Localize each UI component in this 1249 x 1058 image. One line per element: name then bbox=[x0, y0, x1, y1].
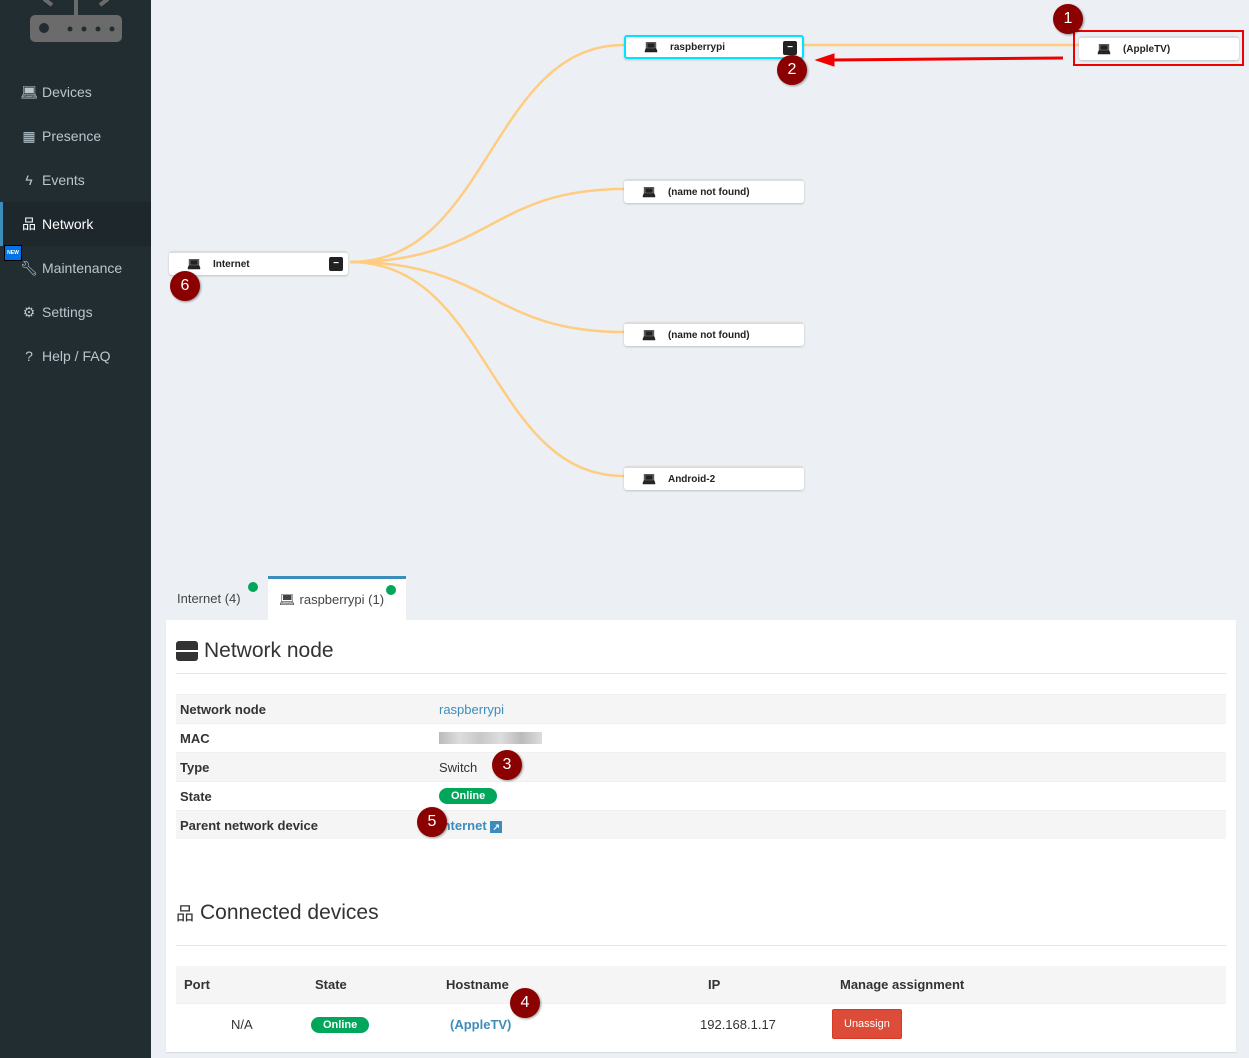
node-link[interactable]: raspberrypi bbox=[439, 701, 505, 717]
laptop-icon: 💻︎ bbox=[642, 186, 656, 199]
status-dot bbox=[248, 582, 258, 592]
sitemap-icon: 品 bbox=[22, 216, 36, 232]
unassign-button[interactable]: Unassign bbox=[832, 1009, 902, 1039]
link-internet-node2 bbox=[349, 187, 625, 264]
annotation-marker: 5 bbox=[417, 807, 447, 837]
table-row: N/A Online (AppleTV) 192.168.1.17 Unassi… bbox=[176, 1004, 1226, 1044]
new-badge: NEW bbox=[4, 245, 22, 261]
table-row: Parent network device Internet ↗ bbox=[176, 810, 1226, 839]
node-details-table: Network node raspberrypi MAC Type Switch S… bbox=[176, 694, 1226, 839]
connected-devices-heading: 品 Connected devices bbox=[176, 901, 379, 924]
status-dot bbox=[386, 585, 396, 595]
status-badge: Online bbox=[439, 788, 498, 804]
sidebar-item-network[interactable]: 品 Network bbox=[0, 202, 151, 246]
sitemap-icon: 品 bbox=[176, 904, 194, 924]
collapse-button[interactable]: − bbox=[783, 41, 797, 55]
annotation-marker: 3 bbox=[492, 750, 522, 780]
connected-devices-table: Port State Hostname IP Manage assignment… bbox=[176, 966, 1226, 1044]
server-icon bbox=[176, 641, 198, 661]
link-internet-raspberrypi bbox=[349, 43, 625, 264]
external-link-icon: ↗ bbox=[490, 820, 503, 833]
network-node-heading: Network node bbox=[176, 639, 334, 663]
laptop-icon: 💻︎ bbox=[187, 258, 201, 271]
link-internet-android bbox=[349, 260, 625, 478]
parent-device-link[interactable]: Internet ↗ bbox=[439, 818, 503, 833]
router-logo-icon bbox=[30, 0, 122, 42]
highlight-box bbox=[1073, 30, 1244, 66]
status-badge: Online bbox=[311, 1016, 370, 1033]
table-row: MAC bbox=[176, 723, 1226, 752]
node-android-2[interactable]: 💻︎ Android-2 bbox=[624, 466, 804, 490]
table-header: Port State Hostname IP Manage assignment bbox=[176, 966, 1226, 1004]
annotation-marker: 6 bbox=[170, 271, 200, 301]
annotation-marker: 2 bbox=[777, 55, 807, 85]
node-name-not-found-1[interactable]: 💻︎ (name not found) bbox=[624, 179, 804, 203]
tab-internet[interactable]: Internet (4) bbox=[166, 576, 268, 620]
sidebar-item-devices[interactable]: 💻︎ Devices bbox=[20, 83, 92, 101]
details-panel: Network node Network node raspberrypi MAC… bbox=[166, 620, 1236, 1052]
divider bbox=[176, 945, 1226, 946]
sidebar-item-presence[interactable]: ▦ Presence bbox=[0, 114, 151, 158]
bolt-icon: ϟ bbox=[25, 172, 33, 188]
divider bbox=[176, 673, 1226, 674]
collapse-button[interactable]: − bbox=[329, 257, 343, 271]
red-arrow bbox=[814, 53, 1064, 67]
annotation-marker: 4 bbox=[510, 988, 540, 1018]
sidebar-item-help[interactable]: ? Help / FAQ bbox=[0, 334, 151, 378]
node-name-not-found-2[interactable]: 💻︎ (name not found) bbox=[624, 322, 804, 346]
tab-raspberrypi[interactable]: 💻︎ raspberrypi (1) bbox=[268, 576, 406, 620]
node-raspberrypi[interactable]: 💻︎ raspberrypi − bbox=[624, 35, 804, 59]
laptop-icon: 💻︎ bbox=[644, 41, 658, 54]
network-tree-links bbox=[349, 30, 1244, 478]
laptop-icon: 💻︎ bbox=[279, 591, 296, 607]
sidebar: 💻︎ Devices ▦ Presence ϟ Events 品 Network 🔧︎ M… bbox=[0, 0, 151, 1058]
node-internet[interactable]: 💻︎ Internet − bbox=[169, 251, 348, 275]
laptop-icon: 💻︎ bbox=[20, 83, 38, 100]
tab-bar: Internet (4) 💻︎ raspberrypi (1) bbox=[166, 576, 406, 620]
sidebar-item-maintenance[interactable]: 🔧︎ Maintenance bbox=[20, 259, 123, 277]
sidebar-item-settings[interactable]: ⚙ Settings bbox=[0, 290, 151, 334]
node-appletv[interactable]: 💻︎ (AppleTV) bbox=[1079, 36, 1239, 60]
hostname-link[interactable]: (AppleTV) bbox=[450, 1016, 512, 1032]
wrench-icon: 🔧︎ bbox=[20, 259, 38, 276]
annotation-marker: 1 bbox=[1053, 4, 1083, 34]
laptop-icon: 💻︎ bbox=[642, 473, 656, 486]
calendar-icon: ▦ bbox=[22, 127, 36, 144]
table-row: Network node raspberrypi bbox=[176, 694, 1226, 723]
question-icon: ? bbox=[25, 348, 33, 364]
mac-redacted bbox=[439, 732, 542, 744]
table-row: Type Switch bbox=[176, 752, 1226, 781]
link-internet-node3 bbox=[349, 260, 625, 334]
table-row: State Online bbox=[176, 781, 1226, 810]
gear-icon: ⚙ bbox=[22, 303, 36, 320]
laptop-icon: 💻︎ bbox=[642, 329, 656, 342]
sidebar-item-events[interactable]: ϟ Events bbox=[0, 158, 151, 202]
laptop-icon: 💻︎ bbox=[1097, 43, 1111, 56]
